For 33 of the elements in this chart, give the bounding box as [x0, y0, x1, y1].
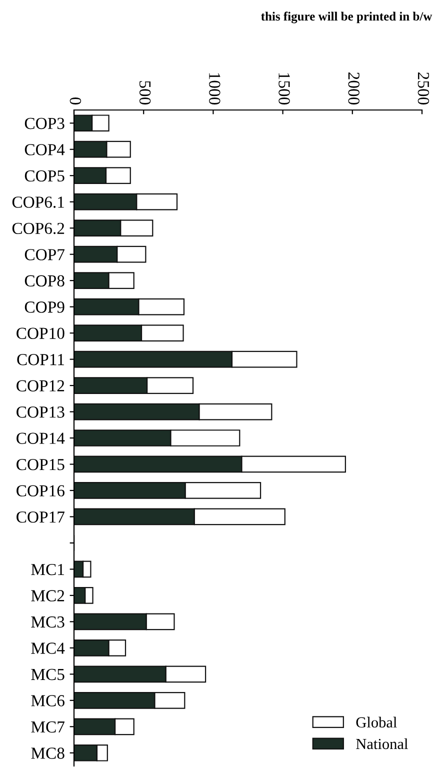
- y-tick-label: MC6: [31, 695, 64, 706]
- y-tick-label: COP12: [16, 380, 64, 392]
- y-tick-label: COP8: [24, 275, 64, 287]
- y-tick-label: COP13: [16, 406, 64, 418]
- y-tick-label: MC3: [31, 616, 64, 628]
- y-tick-label: COP4: [24, 144, 65, 156]
- y-tick-label: COP17: [16, 511, 64, 523]
- y-tick-label: COP6.1: [12, 196, 64, 208]
- y-tick-label: COP5: [24, 170, 64, 182]
- y-tick-label: COP14: [16, 432, 65, 444]
- x-tick-label: 2000: [348, 72, 360, 105]
- y-tick-label: COP10: [16, 328, 64, 339]
- y-tick-label: COP16: [16, 485, 64, 496]
- y-tick-label: MC5: [31, 668, 64, 680]
- legend-label: National: [356, 738, 408, 750]
- y-tick-label: COP15: [16, 458, 64, 470]
- y-tick-label: MC7: [31, 721, 64, 733]
- legend-label: Global: [356, 716, 397, 728]
- x-tick-label: 2500: [418, 72, 430, 105]
- y-tick-label: MC4: [31, 642, 65, 654]
- y-tick-label: MC2: [31, 590, 64, 602]
- y-tick-label: COP3: [24, 118, 64, 130]
- x-tick-label: 1000: [209, 73, 220, 105]
- text: this figure will be printed in b/w: [261, 12, 432, 24]
- y-tick-label: COP7: [24, 249, 64, 260]
- y-tick-label: COP6.2: [12, 222, 64, 234]
- y-tick-label: COP9: [24, 302, 64, 313]
- x-tick-label: 0: [70, 97, 82, 105]
- y-tick-label: MC1: [31, 564, 64, 576]
- y-tick-label: COP11: [17, 354, 64, 366]
- y-tick-label: MC8: [31, 748, 64, 759]
- x-tick-label: 1500: [278, 73, 290, 105]
- x-tick-label: 500: [139, 81, 151, 105]
